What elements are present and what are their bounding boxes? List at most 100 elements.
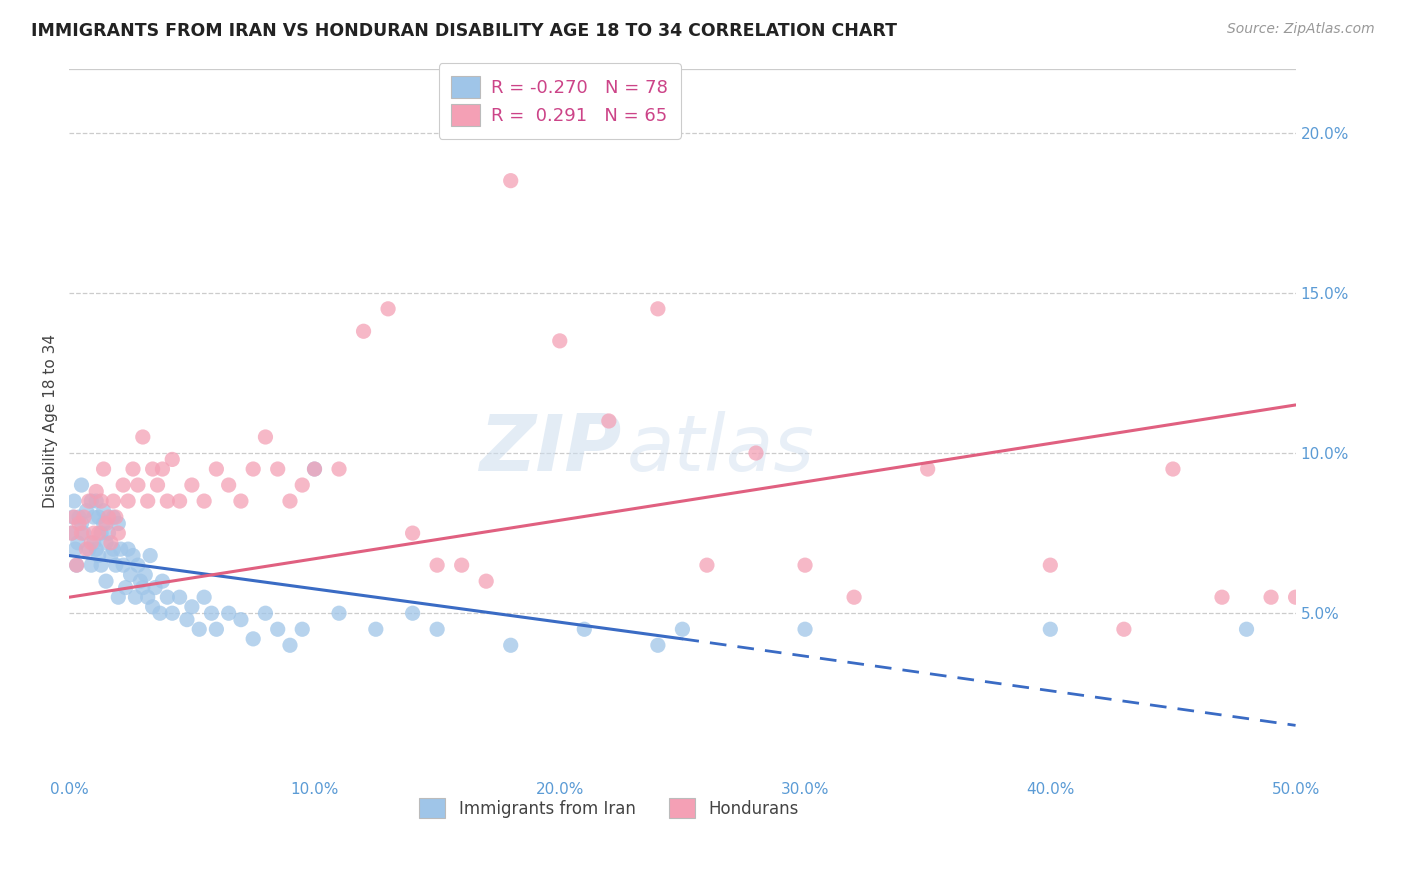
Point (75, 504, 97, 518)
Point (104, 558, 127, 573)
Point (156, 494, 179, 508)
Point (142, 462, 165, 476)
Point (139, 549, 162, 563)
Point (1161, 462, 1184, 476)
Point (103, 542, 125, 557)
Point (149, 606, 172, 620)
Point (304, 462, 326, 476)
Point (548, 334, 571, 348)
Text: Source: ZipAtlas.com: Source: ZipAtlas.com (1227, 22, 1375, 37)
Point (205, 462, 228, 476)
Point (63, 494, 86, 508)
Point (117, 542, 139, 557)
Point (917, 462, 939, 476)
Point (193, 494, 215, 508)
Point (83, 526, 105, 541)
Point (132, 581, 155, 595)
Point (169, 494, 191, 508)
Point (267, 622, 290, 636)
Point (90, 526, 112, 541)
Point (1260, 591, 1282, 605)
Point (94, 574, 117, 589)
Point (70, 478, 93, 492)
Point (136, 591, 159, 605)
Point (142, 599, 165, 614)
Point (1236, 622, 1258, 636)
Point (180, 599, 202, 614)
Point (842, 591, 865, 605)
Point (70, 516, 93, 531)
Point (377, 301, 399, 316)
Point (353, 324, 375, 338)
Point (152, 574, 174, 589)
Point (176, 613, 198, 627)
Point (65, 542, 87, 557)
Point (127, 558, 149, 573)
Point (93, 504, 115, 518)
Text: atlas: atlas (627, 411, 815, 487)
Point (188, 622, 211, 636)
Point (152, 462, 174, 476)
Point (65, 558, 87, 573)
Point (67, 516, 90, 531)
Point (60, 526, 83, 541)
Point (426, 558, 449, 573)
Point (794, 622, 817, 636)
Point (129, 574, 152, 589)
Point (83, 535, 105, 549)
Point (242, 632, 264, 646)
Point (134, 567, 156, 582)
Point (87, 549, 110, 563)
Point (143, 581, 166, 595)
Point (218, 606, 240, 620)
Point (1211, 591, 1233, 605)
Point (254, 430, 277, 444)
Point (70, 526, 93, 541)
Point (499, 174, 522, 188)
Point (62, 510, 84, 524)
Point (112, 558, 135, 573)
Point (205, 622, 228, 636)
Point (94, 535, 117, 549)
Point (122, 549, 145, 563)
Point (229, 494, 252, 508)
Point (87, 510, 110, 524)
Point (93, 462, 115, 476)
Point (647, 301, 669, 316)
Point (77, 542, 100, 557)
Point (84, 542, 107, 557)
Point (110, 542, 132, 557)
Point (66, 535, 89, 549)
Point (291, 478, 314, 492)
Point (117, 494, 139, 508)
Point (122, 462, 145, 476)
Point (100, 549, 122, 563)
Point (278, 494, 301, 508)
Point (328, 606, 350, 620)
Point (87, 526, 110, 541)
Point (193, 591, 215, 605)
Point (103, 510, 125, 524)
Point (242, 462, 264, 476)
Point (475, 574, 498, 589)
Point (60, 526, 83, 541)
Point (94, 516, 117, 531)
Point (291, 622, 314, 636)
Point (84, 484, 107, 499)
Point (401, 526, 423, 541)
Point (104, 510, 127, 524)
Point (107, 591, 129, 605)
Point (65, 558, 87, 573)
Y-axis label: Disability Age 18 to 34: Disability Age 18 to 34 (44, 334, 58, 508)
Text: IMMIGRANTS FROM IRAN VS HONDURAN DISABILITY AGE 18 TO 34 CORRELATION CHART: IMMIGRANTS FROM IRAN VS HONDURAN DISABIL… (31, 22, 897, 40)
Point (83, 510, 105, 524)
Point (97, 510, 120, 524)
Point (80, 535, 103, 549)
Point (426, 622, 449, 636)
Point (1039, 622, 1062, 636)
Point (75, 542, 97, 557)
Point (112, 478, 135, 492)
Point (73, 526, 96, 541)
Point (200, 606, 222, 620)
Point (450, 558, 472, 573)
